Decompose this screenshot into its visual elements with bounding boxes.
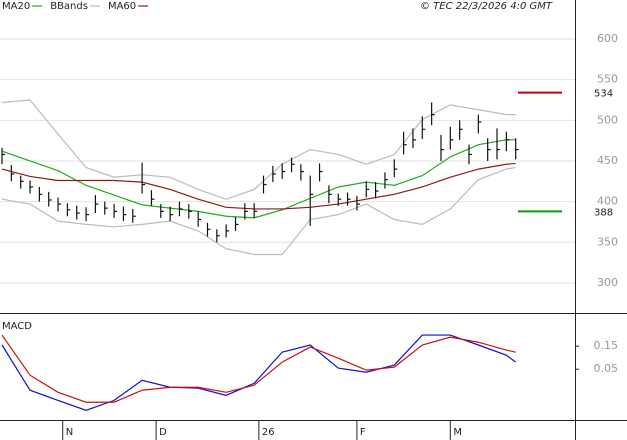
y-tick-label: 450	[597, 154, 618, 167]
x-tick-label: N	[66, 427, 73, 438]
line-series	[1, 162, 516, 210]
macd-line	[1, 334, 516, 403]
y-tick-label: 0.05	[594, 362, 619, 375]
y-tick-label: 300	[597, 276, 618, 289]
legend-label: MA20	[2, 1, 30, 12]
macd-line	[1, 334, 517, 411]
y-tick-label: 0.15	[594, 339, 619, 352]
y-tick-label: 550	[597, 73, 618, 86]
level-label: 534	[594, 89, 613, 100]
line-series	[1, 166, 516, 256]
line-series	[1, 99, 516, 200]
x-tick-label: 26	[262, 427, 275, 438]
line-series	[1, 139, 516, 219]
x-tick-label: M	[453, 427, 462, 438]
x-tick-label: D	[159, 427, 167, 438]
panel-title: MACD	[2, 321, 32, 332]
timestamp: © TEC 22/3/2026 4:0 GMT	[420, 1, 553, 12]
legend-label: MA60	[108, 1, 136, 12]
y-tick-label: 350	[597, 235, 618, 248]
y-tick-label: 500	[597, 113, 618, 126]
x-tick-label: F	[360, 427, 366, 438]
legend-label: BBands	[50, 1, 88, 12]
level-label: 388	[594, 207, 613, 218]
y-tick-label: 600	[597, 32, 618, 45]
y-tick-label: 400	[597, 195, 618, 208]
